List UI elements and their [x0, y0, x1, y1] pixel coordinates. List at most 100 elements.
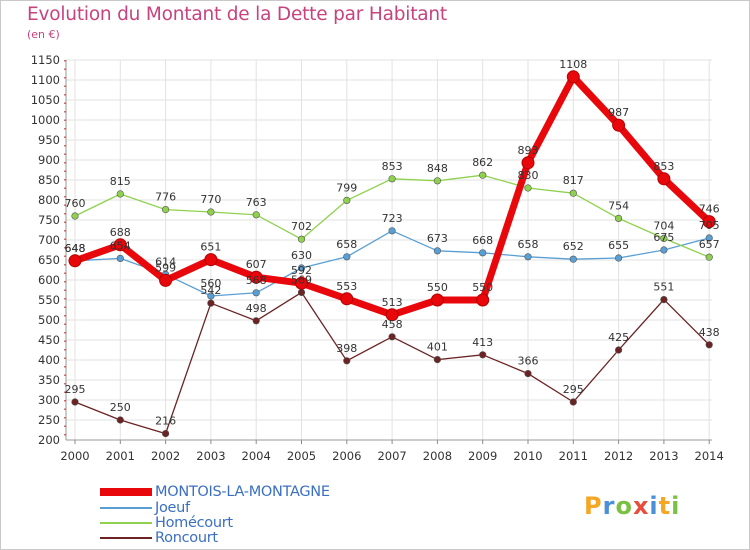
logo-letter: P	[584, 492, 603, 520]
data-point	[660, 296, 668, 304]
data-point	[521, 156, 535, 170]
data-label: 704	[653, 219, 674, 232]
y-tick-label: 450	[38, 333, 60, 347]
data-label: 568	[246, 274, 267, 287]
data-label: 425	[608, 331, 629, 344]
logo-letter: x	[632, 492, 650, 520]
data-label: 658	[336, 238, 357, 251]
data-label: 648	[65, 242, 86, 255]
data-label: 366	[518, 355, 539, 368]
legend-label-montois: MONTOIS-LA-MONTAGNE	[155, 484, 330, 500]
data-label: 592	[291, 264, 312, 277]
x-tick-label: 2003	[196, 449, 225, 463]
data-label: 657	[699, 238, 720, 251]
y-tick-label: 650	[38, 253, 60, 267]
data-label: 216	[155, 415, 176, 428]
y-tick-label: 500	[38, 313, 60, 327]
data-point	[433, 177, 442, 185]
data-point	[388, 333, 396, 341]
y-tick-label: 950	[38, 133, 60, 147]
data-label: 295	[65, 383, 86, 396]
logo-letter: i	[649, 492, 659, 520]
legend-item-roncourt: Roncourt	[100, 530, 218, 546]
data-point	[569, 189, 577, 197]
y-tick-label: 250	[38, 413, 60, 427]
data-point	[297, 264, 306, 272]
y-tick-label: 200	[38, 433, 60, 447]
data-point	[705, 253, 713, 261]
data-label: 295	[563, 383, 584, 396]
data-point	[524, 253, 532, 261]
data-point	[295, 276, 308, 290]
data-label: 675	[653, 231, 674, 244]
data-point	[343, 253, 351, 261]
data-point	[340, 292, 354, 306]
x-tick-label: 2011	[559, 449, 588, 463]
data-point	[204, 253, 218, 267]
legend-swatch-roncourt	[100, 537, 152, 539]
x-tick-label: 2013	[649, 449, 678, 463]
data-point	[71, 398, 79, 406]
legend-swatch-homecourt	[100, 522, 152, 524]
data-label: 723	[382, 212, 403, 225]
data-label: 746	[699, 203, 720, 216]
data-label: 652	[563, 240, 584, 253]
data-label: 458	[382, 318, 403, 331]
data-label: 630	[291, 249, 312, 262]
data-point	[524, 184, 532, 192]
x-tick-label: 2012	[604, 449, 633, 463]
data-label: 848	[427, 162, 448, 175]
data-point	[388, 175, 396, 183]
data-label: 688	[110, 226, 131, 239]
data-point	[249, 270, 263, 284]
y-tick-label: 850	[38, 173, 60, 187]
data-label: 799	[336, 181, 357, 194]
data-point	[116, 190, 124, 198]
data-point	[252, 211, 260, 219]
data-label: 815	[110, 175, 131, 188]
data-label: 830	[518, 169, 539, 182]
y-tick-label: 550	[38, 293, 60, 307]
data-point	[479, 351, 487, 359]
plot-area	[66, 60, 712, 440]
data-point	[660, 234, 668, 242]
data-label: 760	[65, 197, 86, 210]
chart-title: Evolution du Montant de la Dette par Hab…	[27, 4, 447, 25]
data-label: 648	[65, 242, 86, 255]
data-point	[569, 398, 577, 406]
data-label: 654	[110, 239, 131, 252]
legend-swatch-joeuf	[100, 507, 152, 509]
y-tick-label: 800	[38, 193, 60, 207]
data-point	[614, 214, 623, 222]
data-label: 413	[472, 336, 493, 349]
x-tick-label: 2005	[287, 449, 316, 463]
data-point	[479, 171, 487, 179]
legend-label-homecourt: Homécourt	[155, 515, 233, 531]
data-point	[705, 234, 713, 242]
proxiti-logo: Proxiti	[584, 492, 680, 520]
y-tick-label: 1100	[31, 73, 60, 87]
data-label: 770	[200, 193, 221, 206]
data-label: 551	[653, 281, 674, 294]
data-point	[614, 346, 623, 354]
legend-item-homecourt: Homécourt	[100, 515, 233, 531]
logo-letter: r	[602, 492, 616, 520]
legend-item-montois: MONTOIS-LA-MONTAGNE	[100, 484, 330, 500]
data-label: 599	[155, 261, 176, 274]
y-tick-label: 1000	[31, 113, 60, 127]
logo-letter: i	[671, 492, 681, 520]
data-point	[297, 288, 306, 297]
data-point	[252, 289, 260, 297]
data-point	[702, 215, 716, 229]
data-label: 553	[336, 280, 357, 293]
data-label: 853	[653, 160, 674, 173]
x-tick-label: 2004	[242, 449, 271, 463]
x-tick-label: 2007	[377, 449, 406, 463]
x-tick-label: 2000	[60, 449, 89, 463]
data-label: 614	[155, 255, 176, 268]
data-label: 438	[699, 326, 720, 339]
data-point	[433, 247, 442, 255]
data-point	[433, 356, 442, 364]
x-tick-label: 2014	[695, 449, 724, 463]
